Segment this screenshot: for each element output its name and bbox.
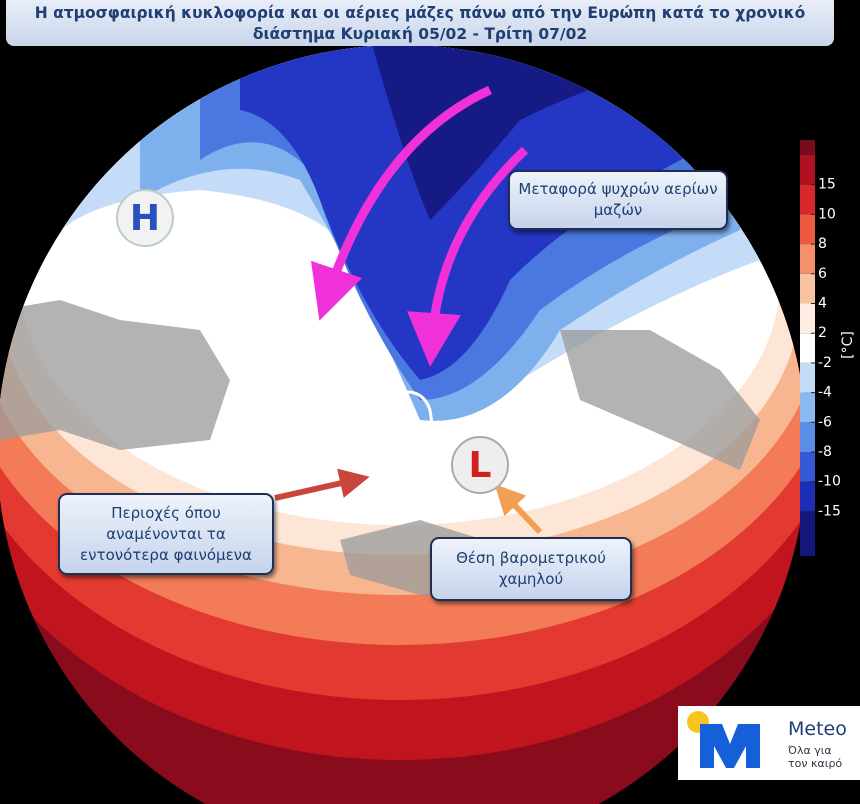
colorbar-tick-label: 2 [818,325,827,341]
colorbar-tick-label: -10 [818,474,841,490]
colorbar-tick-label: 6 [818,266,827,282]
title: Η ατμοσφαιρική κυκλοφορία και οι αέριες … [6,0,834,46]
colorbar-tick-label: -8 [818,444,832,460]
colorbar-segment [800,481,815,512]
colorbar-tick-label: 10 [818,206,836,222]
cold-arrow [310,85,492,321]
slogan-line: τον καιρό [788,757,843,770]
colorbar-tick-label: -4 [818,385,832,401]
low-marker [451,436,509,494]
colorbar: 15 10 8 6 4 2 -2 -4 -6 -8 -10 -15 [800,140,841,557]
cold-arrow [407,146,529,367]
pointer-arrow [274,468,370,501]
slogan-line: Όλα για [788,744,832,757]
colorbar-segment [800,155,815,185]
logo-slogan: Όλα για τον καιρό [788,744,842,770]
colorbar-tick-label: -2 [818,355,832,371]
colorbar-segment [800,303,815,334]
colorbar-segment [800,452,815,482]
colorbar-tick-label: 8 [818,236,827,252]
colorbar-segment [800,273,815,304]
high-label: H [130,198,160,239]
colorbar-unit: [°C] [840,331,856,359]
annotation: Μεταφορά ψυχρών αερίων μαζών [508,170,728,230]
pointer-arrow [494,484,543,535]
logo-mark [687,711,760,768]
annotation: Θέση βαρομετρικού χαμηλού [430,537,632,601]
colorbar-segment [800,362,815,393]
colorbar-tick-label: 4 [818,296,827,312]
colorbar-segment [800,422,815,452]
colorbar-segment [800,333,815,363]
colorbar-segment [800,244,815,274]
low-label: L [469,445,492,486]
colorbar-tick-label: 15 [818,177,836,193]
colorbar-tick-label: -15 [818,503,841,519]
colorbar-tick-label: -6 [818,414,832,430]
high-marker [116,189,174,247]
logo-brand: Meteo [788,718,847,740]
colorbar-segment [800,392,815,423]
logo: Meteo Όλα για τον καιρό [678,706,860,780]
colorbar-segment [800,184,815,215]
colorbar-segment [800,214,815,245]
annotation: Περιοχές όπου αναμένονται τα εντονότερα … [58,493,274,575]
colorbar-segment [800,511,815,557]
